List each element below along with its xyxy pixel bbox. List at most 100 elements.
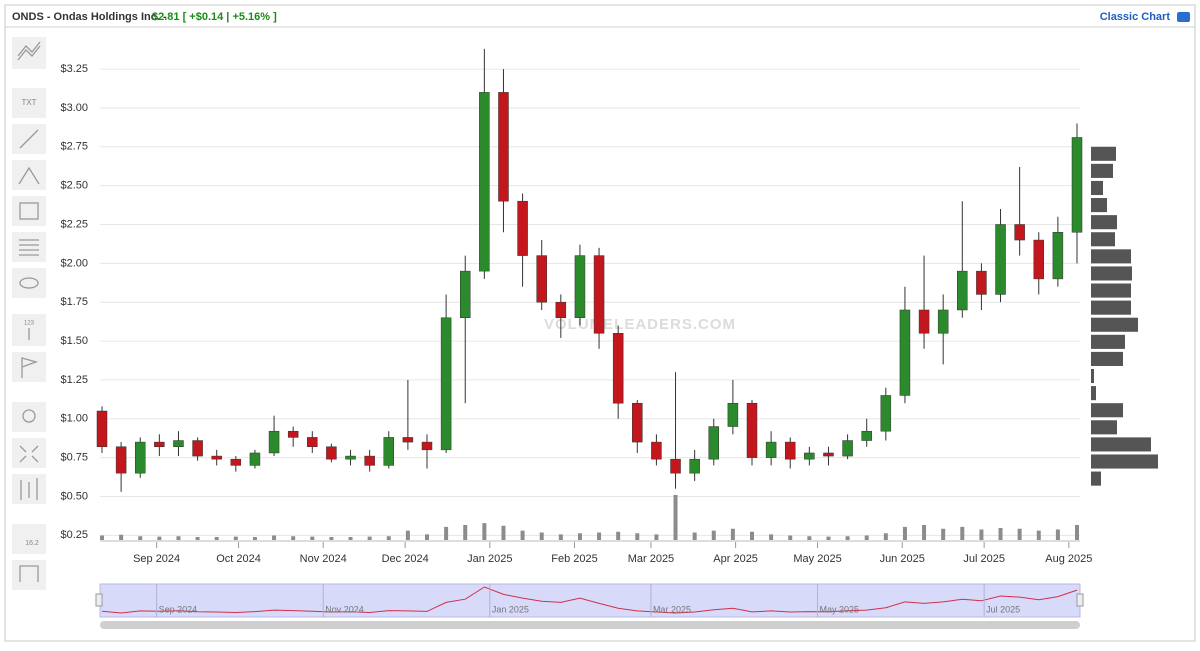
candle-body	[345, 455, 356, 460]
volume-profile-bar	[1091, 283, 1131, 298]
volume-profile-bar	[1091, 334, 1125, 349]
navigator-handle[interactable]	[1076, 593, 1084, 607]
navigator-label: Nov 2024	[325, 604, 364, 614]
candle-body	[536, 255, 547, 303]
tool[interactable]	[12, 352, 46, 382]
navigator-line	[101, 586, 1078, 614]
y-tick-label: $0.25	[60, 529, 88, 541]
volume-bar	[233, 536, 238, 540]
volume-bar	[807, 536, 812, 540]
candle-body	[1033, 239, 1045, 280]
x-tick-label: Feb 2025	[551, 553, 597, 565]
tool[interactable]	[12, 268, 46, 298]
candle-body	[173, 440, 184, 447]
tool[interactable]	[12, 160, 46, 190]
x-tick-label: May 2025	[793, 553, 841, 565]
tool[interactable]	[12, 560, 46, 590]
candle-body	[765, 441, 777, 458]
volume-profile-bar	[1091, 266, 1132, 281]
candle-body	[880, 395, 892, 432]
candle-body	[249, 452, 261, 466]
x-tick-label: Mar 2025	[628, 553, 674, 565]
candle-body	[230, 458, 242, 466]
volume-bar	[195, 537, 200, 540]
volume-profile-bar	[1091, 232, 1115, 247]
volume-bar	[750, 531, 754, 540]
candle-body	[154, 441, 165, 447]
candle-body	[96, 410, 108, 447]
candle-body	[804, 452, 815, 460]
candle-body	[383, 437, 395, 466]
x-tick-label: Jan 2025	[467, 553, 512, 565]
volume-bar	[520, 530, 525, 540]
candle-body	[421, 441, 433, 451]
volume-profile-bar	[1091, 351, 1123, 366]
tool[interactable]	[12, 232, 46, 262]
volume-bar	[1055, 529, 1060, 540]
volume-bar	[272, 535, 277, 540]
navigator-label: Jan 2025	[492, 604, 529, 614]
tool-label: TXT	[21, 98, 36, 107]
volume-bar	[348, 537, 353, 540]
y-tick-label: $1.50	[60, 335, 88, 347]
volume-bar	[367, 536, 372, 540]
tool[interactable]	[12, 524, 46, 554]
candle-body	[632, 402, 643, 443]
x-tick-label: Nov 2024	[300, 553, 347, 565]
volume-bar	[922, 525, 927, 540]
volume-bar	[501, 525, 506, 540]
tool[interactable]	[12, 88, 46, 118]
volume-bar	[138, 536, 143, 540]
scrollbar[interactable]	[100, 621, 1080, 629]
volume-bar	[883, 533, 888, 540]
candle-body	[612, 333, 624, 404]
candle-body	[784, 441, 796, 460]
candle-body	[268, 430, 280, 454]
volume-bar	[845, 536, 850, 540]
x-tick-label: Aug 2025	[1045, 553, 1092, 565]
grid	[100, 68, 1080, 536]
volume-bar	[941, 528, 946, 540]
volume-bar	[616, 531, 621, 540]
candle-body	[937, 309, 949, 334]
volume-bar	[673, 495, 678, 540]
candle-body	[287, 430, 299, 438]
tool[interactable]	[12, 196, 46, 226]
candle-body	[1014, 224, 1025, 241]
x-tick-label: Jun 2025	[880, 553, 925, 565]
volume-bar	[979, 529, 984, 540]
candle-body	[842, 440, 853, 457]
candle-body	[708, 426, 720, 460]
navigator-handle[interactable]	[95, 593, 103, 607]
volume-profile-bar	[1091, 198, 1107, 213]
tool[interactable]	[12, 402, 46, 432]
candle-body	[402, 437, 414, 443]
navigator-label: Mar 2025	[653, 604, 691, 614]
x-tick-label: Oct 2024	[216, 553, 261, 565]
volume-profile-bar	[1091, 471, 1101, 486]
candle-body	[918, 309, 930, 334]
x-tick-label: Sep 2024	[133, 553, 180, 565]
candle-body	[670, 458, 681, 474]
navigator-label: Sep 2024	[159, 604, 198, 614]
candle-body	[593, 255, 605, 334]
candle-body	[899, 309, 911, 396]
volume-bar	[100, 535, 104, 540]
link-icon[interactable]	[1177, 12, 1190, 22]
volume-bar	[405, 530, 410, 540]
candle-body	[555, 301, 567, 319]
tool[interactable]	[12, 438, 46, 468]
classic-chart-link[interactable]: Classic Chart	[1100, 11, 1171, 23]
volume-bar	[176, 536, 181, 540]
volume-profile-bar	[1091, 163, 1113, 178]
y-tick-label: $3.00	[60, 102, 88, 114]
volume-profile-bar	[1091, 368, 1094, 384]
volume-bar	[425, 534, 429, 540]
volume-profile-bar	[1091, 180, 1103, 196]
tool-label: 123	[24, 321, 35, 327]
volume-bar	[692, 532, 697, 540]
candle-body	[211, 455, 222, 460]
tool-label: 16.2	[25, 540, 39, 547]
volume-bar	[902, 526, 907, 540]
